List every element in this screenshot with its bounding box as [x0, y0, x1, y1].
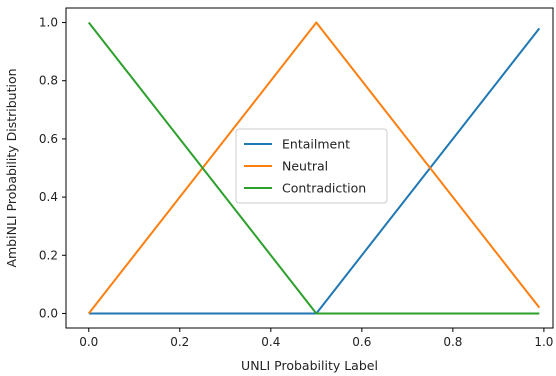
- y-tick-label: 1.0: [39, 16, 58, 30]
- legend-label: Neutral: [282, 159, 328, 174]
- plot-frame: [65, 7, 554, 329]
- legend-label: Entailment: [282, 137, 350, 152]
- series-line-contradiction: [87, 21, 540, 315]
- x-axis-label: UNLI Probability Label: [241, 358, 378, 373]
- y-axis-label: AmbiNLI Probability Distribution: [4, 68, 19, 267]
- y-tick-label: 0.0: [39, 306, 58, 320]
- x-tick-label: 0.6: [352, 335, 371, 349]
- y-tick-label: 0.6: [39, 132, 58, 146]
- y-tick-label: 0.4: [39, 190, 58, 204]
- x-tick-label: 0.4: [261, 335, 280, 349]
- series-line-neutral: [87, 21, 541, 315]
- x-tick-label: 1.0: [534, 335, 553, 349]
- y-tick-label: 0.8: [39, 74, 58, 88]
- x-tick-label: 0.0: [79, 335, 98, 349]
- y-tick-label: 0.2: [39, 248, 58, 262]
- series-lines: [87, 21, 541, 315]
- y-axis: 0.0 0.2 0.4 0.6 0.8 1.0: [39, 16, 66, 320]
- x-tick-label: 0.8: [443, 335, 462, 349]
- legend: Entailment Neutral Contradiction: [235, 128, 388, 204]
- legend-box: [235, 128, 388, 204]
- legend-label: Contradiction: [282, 181, 366, 196]
- x-axis: 0.0 0.2 0.4 0.6 0.8 1.0: [79, 328, 553, 349]
- x-tick-label: 0.2: [170, 335, 189, 349]
